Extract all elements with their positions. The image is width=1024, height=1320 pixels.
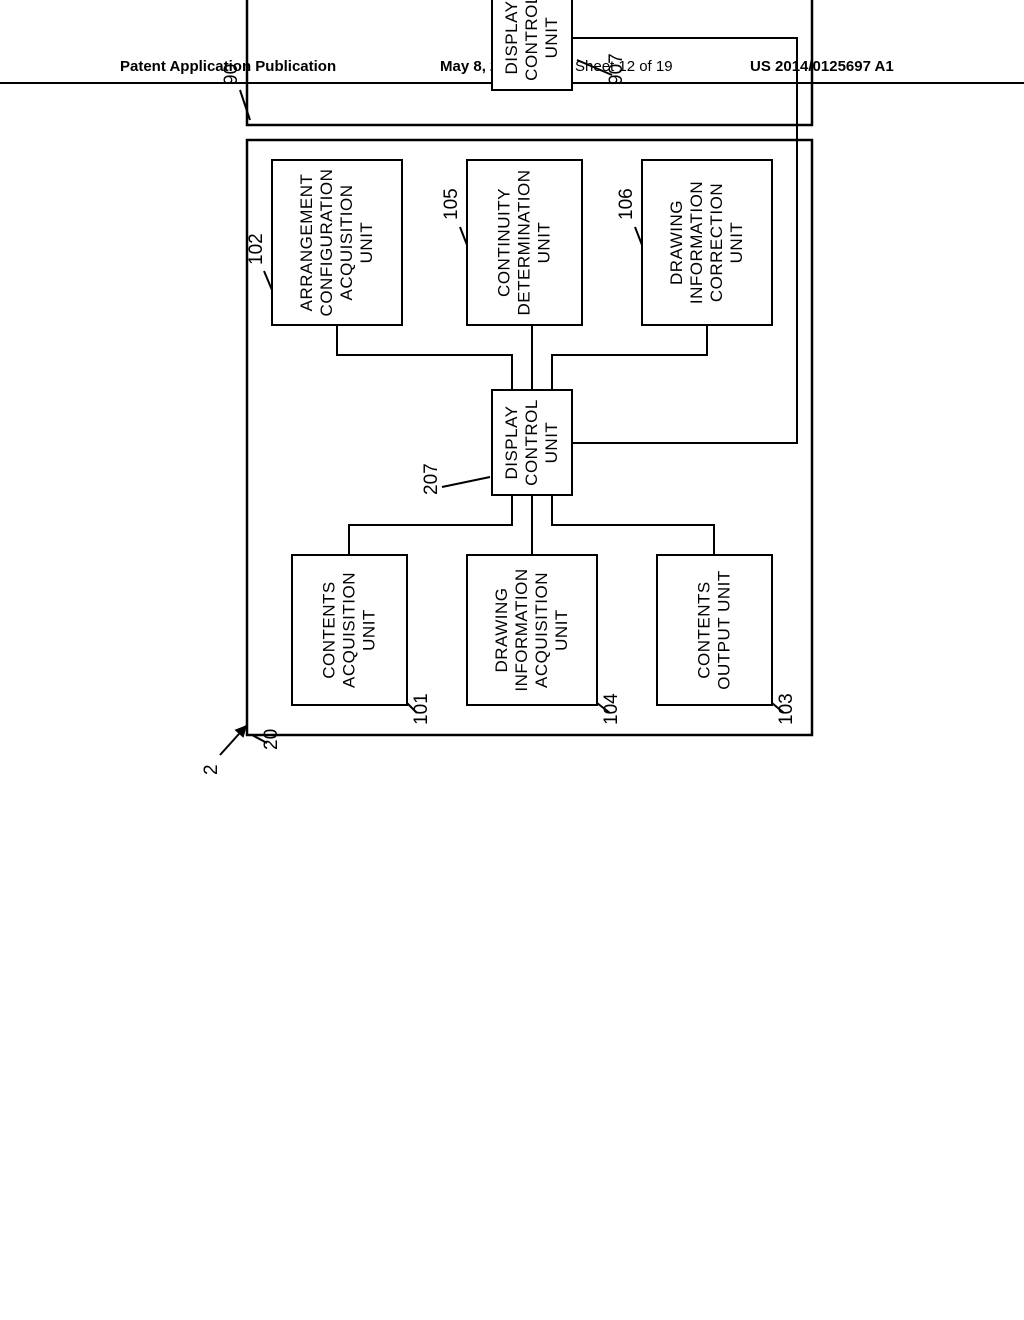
block-102-label-1: CONFIGURATION — [317, 169, 336, 317]
block-105-label-0: CONTINUITY — [495, 188, 514, 297]
block-101-label-0: CONTENTS — [320, 581, 339, 679]
leader-106 — [635, 227, 642, 245]
ref-20: 20 — [261, 729, 282, 750]
block-105-label-2: UNIT — [535, 222, 554, 264]
block-101-label-1: ACQUISITION — [340, 572, 359, 688]
block-103-label-0: CONTENTS — [695, 581, 714, 679]
ref-106: 106 — [616, 188, 637, 220]
block-103-label-1: OUTPUT UNIT — [715, 570, 734, 689]
block-101-label-2: UNIT — [360, 609, 379, 651]
block-102-label-2: ACQUISITION — [337, 184, 356, 300]
diagram-svg: Fig.12CONTENTSACQUISITIONUNITDRAWINGINFO… — [192, 0, 832, 785]
figure-12-diagram: Fig.12CONTENTSACQUISITIONUNITDRAWINGINFO… — [192, 145, 1024, 785]
block-106-label-0: DRAWING — [667, 200, 686, 285]
block-907-label-0: DISPLAY — [502, 0, 521, 74]
ref-105: 105 — [441, 188, 462, 220]
block-907-label-2: UNIT — [542, 17, 561, 59]
block-102-label-0: ARRANGEMENT — [297, 174, 316, 312]
edge-b101-b207 — [349, 495, 512, 555]
ref-102: 102 — [246, 233, 267, 265]
block-106-label-2: CORRECTION — [707, 183, 726, 302]
block-102-label-3: UNIT — [357, 222, 376, 264]
block-207-label-1: CONTROL — [522, 399, 541, 486]
patent-page: Patent Application Publication May 8, 20… — [0, 0, 1024, 1320]
ref-907: 907 — [606, 53, 627, 85]
edge-b207-b102 — [337, 325, 512, 390]
block-104-label-3: UNIT — [552, 609, 571, 651]
edge-b103-b207 — [552, 495, 714, 555]
block-207-label-2: UNIT — [542, 422, 561, 464]
leader-102 — [264, 271, 272, 290]
block-106-label-1: INFORMATION — [687, 181, 706, 304]
ref-90: 90 — [221, 64, 242, 85]
leader-207 — [442, 477, 490, 487]
block-907-label-1: CONTROL — [522, 0, 541, 81]
block-104-label-2: ACQUISITION — [532, 572, 551, 688]
block-104-label-0: DRAWING — [492, 587, 511, 672]
block-104-label-1: INFORMATION — [512, 568, 531, 691]
leader-90 — [240, 90, 250, 120]
ref-207: 207 — [421, 463, 442, 495]
edge-b207-b106 — [552, 325, 707, 390]
block-105-label-1: DETERMINATION — [515, 170, 534, 316]
block-207-label-0: DISPLAY — [502, 405, 521, 479]
ref-2: 2 — [201, 764, 222, 775]
leader-105 — [460, 227, 467, 245]
block-106-label-3: UNIT — [727, 222, 746, 264]
